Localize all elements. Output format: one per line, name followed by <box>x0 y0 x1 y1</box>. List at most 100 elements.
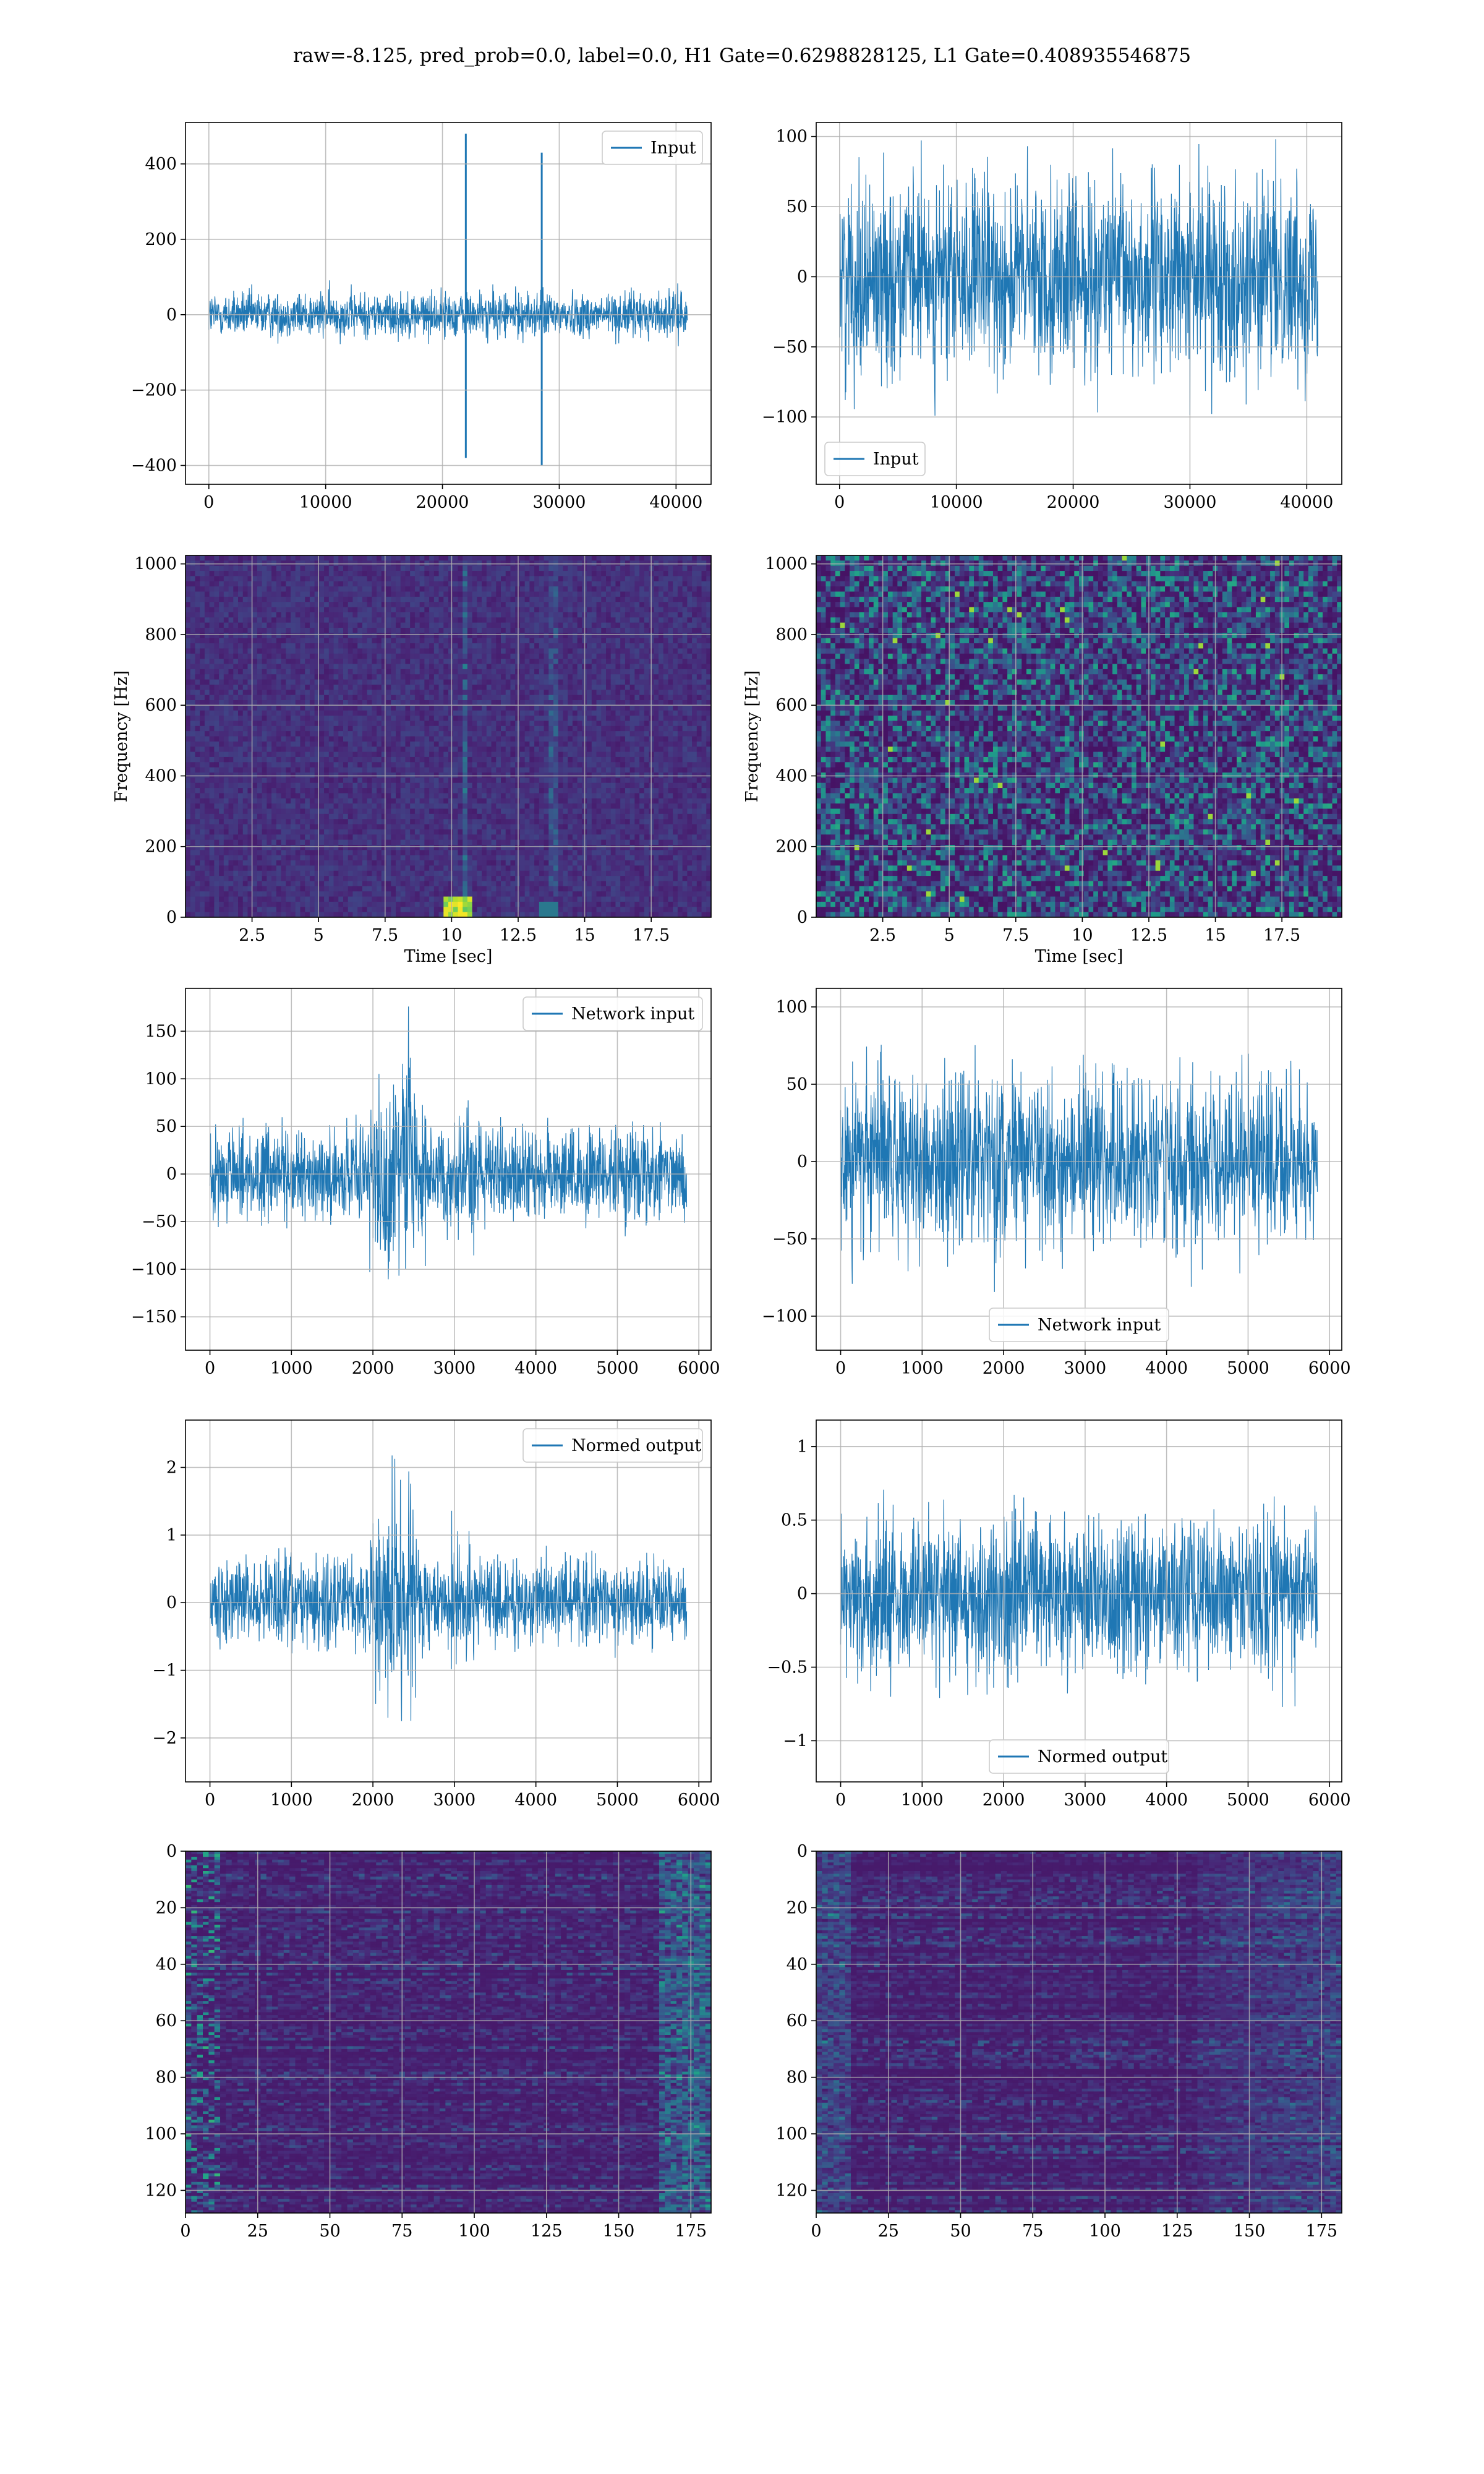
heatmap-cell <box>529 571 535 577</box>
heatmap-cell <box>348 695 354 701</box>
heatmap-cell <box>186 648 191 654</box>
heatmap-cell <box>372 612 377 618</box>
heatmap-cell <box>501 777 506 784</box>
heatmap-cell <box>238 622 244 628</box>
heatmap-cell <box>677 700 683 706</box>
heatmap-cell <box>200 726 205 732</box>
heatmap-cell <box>572 674 578 680</box>
heatmap-cell <box>228 741 234 747</box>
heatmap-cell <box>433 782 440 789</box>
heatmap-cell <box>443 731 449 737</box>
heatmap-cell <box>654 581 659 587</box>
heatmap-cell <box>314 669 320 675</box>
heatmap-cell <box>496 695 501 701</box>
heatmap-cell <box>286 731 291 737</box>
heatmap-cell <box>482 700 487 706</box>
heatmap-cell <box>400 591 406 597</box>
heatmap-cell <box>348 653 354 659</box>
heatmap-cell <box>438 756 444 763</box>
heatmap-cell <box>577 622 582 628</box>
heatmap-cell <box>438 669 444 675</box>
heatmap-cell <box>338 690 344 696</box>
heatmap-cell <box>271 633 277 639</box>
heatmap-cell <box>214 721 220 727</box>
heatmap-cell <box>348 777 354 784</box>
heatmap-cell <box>615 700 621 706</box>
heatmap-cell <box>429 607 435 613</box>
heatmap-cell <box>333 586 339 593</box>
heatmap-cell <box>343 736 349 742</box>
heatmap-cell <box>634 684 640 690</box>
heatmap-cell <box>438 555 444 561</box>
heatmap-cell <box>701 731 707 737</box>
heatmap-cell <box>510 695 516 701</box>
heatmap-cell <box>209 581 215 587</box>
heatmap-cell <box>223 741 229 747</box>
heatmap-cell <box>314 782 320 789</box>
heatmap-cell <box>228 638 234 644</box>
heatmap-cell <box>668 591 673 597</box>
heatmap-cell <box>200 747 205 753</box>
heatmap-cell <box>563 767 568 773</box>
heatmap-cell <box>654 731 659 737</box>
heatmap-cell <box>659 555 664 561</box>
heatmap-cell <box>295 751 301 758</box>
heatmap-cell <box>381 622 387 628</box>
heatmap-cell <box>453 612 459 618</box>
heatmap-cell <box>677 751 683 758</box>
heatmap-cell <box>247 736 253 742</box>
heatmap-cell <box>463 648 468 654</box>
heatmap-cell <box>696 653 702 659</box>
heatmap-cell <box>692 762 697 768</box>
heatmap-cell <box>453 643 459 649</box>
heatmap-cell <box>544 617 549 623</box>
heatmap-cell <box>448 756 454 763</box>
heatmap-cell <box>524 628 530 633</box>
heatmap-cell <box>701 736 707 742</box>
heatmap-cell <box>477 653 482 659</box>
heatmap-cell <box>596 628 602 633</box>
heatmap-cell <box>400 777 406 784</box>
heatmap-cell <box>482 777 487 784</box>
heatmap-cell <box>291 581 296 587</box>
heatmap-cell <box>463 581 468 587</box>
heatmap-cell <box>233 684 239 690</box>
heatmap-cell <box>386 622 391 628</box>
heatmap-cell <box>281 669 286 675</box>
heatmap-cell <box>357 560 363 567</box>
heatmap-cell <box>233 617 239 623</box>
heatmap-cell <box>214 560 220 567</box>
heatmap-cell <box>186 773 191 778</box>
heatmap-cell <box>372 679 377 685</box>
heatmap-cell <box>377 638 382 644</box>
heatmap-cell <box>591 773 597 778</box>
heatmap-cell <box>453 741 459 747</box>
heatmap-cell <box>625 674 631 680</box>
heatmap-cell <box>606 612 612 618</box>
heatmap-cell <box>352 747 358 753</box>
heatmap-cell <box>348 762 354 768</box>
heatmap-cell <box>692 690 697 696</box>
heatmap-cell <box>214 622 220 628</box>
heatmap-cell <box>209 695 215 701</box>
heatmap-cell <box>659 756 664 763</box>
heatmap-cell <box>682 726 688 732</box>
heatmap-cell <box>433 705 440 711</box>
heatmap-cell <box>458 571 463 577</box>
heatmap-cell <box>577 602 582 608</box>
heatmap-cell <box>405 716 411 722</box>
heatmap-cell <box>333 565 339 571</box>
heatmap-cell <box>200 705 205 711</box>
heatmap-cell <box>505 653 511 659</box>
heatmap-cell <box>491 756 497 763</box>
heatmap-cell <box>696 659 702 665</box>
heatmap-cell <box>539 571 545 577</box>
heatmap-cell <box>286 628 291 633</box>
heatmap-cell <box>534 576 540 582</box>
heatmap-cell <box>639 591 645 597</box>
heatmap-cell <box>524 596 530 602</box>
heatmap-cell <box>381 695 387 701</box>
heatmap-cell <box>563 565 568 571</box>
heatmap-cell <box>548 659 554 665</box>
heatmap-cell <box>625 679 631 685</box>
